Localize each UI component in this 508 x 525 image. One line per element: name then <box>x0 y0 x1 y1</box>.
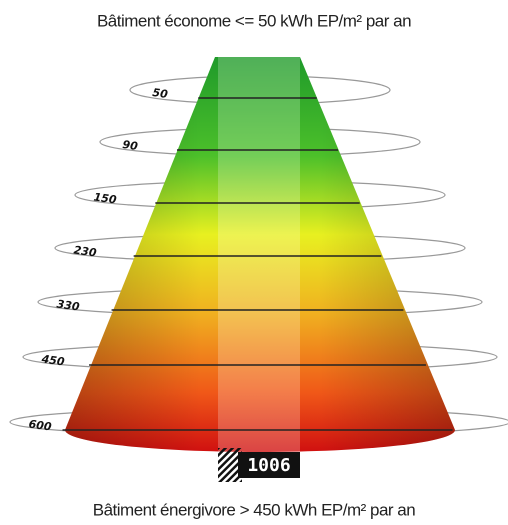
indicator-value: 1006 <box>247 455 290 476</box>
level-label: 150 <box>93 190 118 206</box>
footer-title: Bâtiment énergivore > 450 kWh EP/m² par … <box>93 500 416 519</box>
cone <box>65 57 455 452</box>
center-band <box>218 57 300 452</box>
indicator-box <box>238 452 300 478</box>
rings-front: 50 90 150 230 330 450 600 <box>28 86 453 434</box>
level-label: 230 <box>73 243 98 259</box>
header-title: Bâtiment économe <= 50 kWh EP/m² par an <box>97 11 411 30</box>
level-label: 450 <box>40 352 66 368</box>
level-label: 90 <box>122 138 139 153</box>
indicator: 1006 <box>218 448 300 482</box>
level-label: 330 <box>56 297 81 313</box>
level-label: 50 <box>152 86 169 101</box>
level-label: 600 <box>28 417 53 433</box>
cone-shade <box>65 57 455 452</box>
